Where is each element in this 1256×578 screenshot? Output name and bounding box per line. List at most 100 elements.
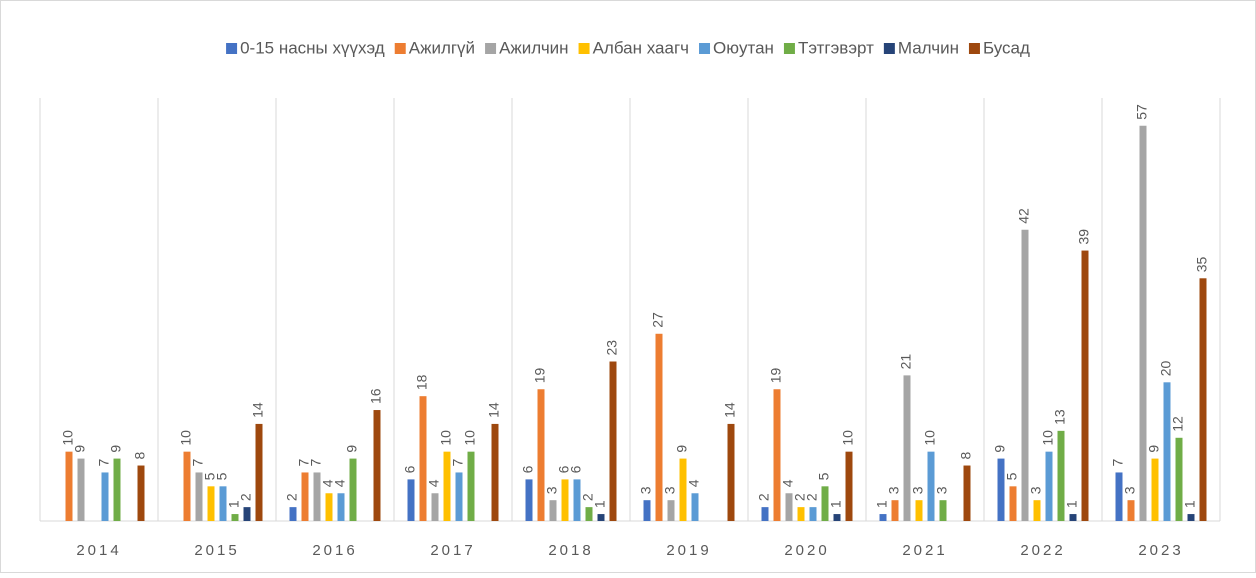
x-tick-label: 2017 xyxy=(430,542,475,559)
legend-swatch xyxy=(883,43,895,54)
x-tick-label: 2021 xyxy=(902,542,947,559)
bar xyxy=(573,479,581,521)
data-label: 7 xyxy=(296,458,312,466)
bar xyxy=(1139,125,1147,521)
data-label: 14 xyxy=(722,402,738,418)
bar xyxy=(1199,278,1207,521)
legend-label: Малчин xyxy=(898,38,959,57)
bar xyxy=(1127,500,1135,521)
x-tick-label: 2023 xyxy=(1138,542,1183,559)
data-label: 14 xyxy=(486,402,502,418)
bar xyxy=(655,333,663,521)
data-label: 39 xyxy=(1076,229,1092,245)
bar xyxy=(963,465,971,521)
bar xyxy=(833,514,841,521)
legend-swatch xyxy=(394,43,406,54)
data-label: 7 xyxy=(190,458,206,466)
bar xyxy=(349,458,357,521)
data-label: 9 xyxy=(992,445,1008,453)
bar xyxy=(1033,500,1041,521)
data-label: 9 xyxy=(108,445,124,453)
data-label: 20 xyxy=(1158,361,1174,377)
data-label: 1 xyxy=(874,500,890,508)
bar xyxy=(797,507,805,521)
bar xyxy=(525,479,533,521)
bar xyxy=(903,375,911,521)
data-label: 2 xyxy=(238,493,254,501)
bar xyxy=(821,486,829,521)
bar xyxy=(183,451,191,521)
bar xyxy=(219,486,227,521)
data-label: 1 xyxy=(1064,500,1080,508)
data-label: 42 xyxy=(1016,208,1032,224)
bar xyxy=(467,451,475,521)
data-label: 4 xyxy=(332,479,348,487)
data-label: 19 xyxy=(768,367,784,383)
bar xyxy=(537,389,545,521)
bar xyxy=(337,493,345,521)
bar xyxy=(785,493,793,521)
data-label: 8 xyxy=(132,452,148,460)
bar xyxy=(491,423,499,521)
data-label: 13 xyxy=(1052,409,1068,425)
x-tick-label: 2020 xyxy=(784,542,829,559)
bar xyxy=(773,389,781,521)
data-label: 4 xyxy=(320,479,336,487)
x-tick-label: 2014 xyxy=(76,542,121,559)
bar xyxy=(419,396,427,521)
x-tick-label: 2019 xyxy=(666,542,711,559)
bar xyxy=(879,514,887,521)
data-label: 9 xyxy=(72,445,88,453)
data-label: 5 xyxy=(1004,472,1020,480)
data-label: 4 xyxy=(426,479,442,487)
data-label: 5 xyxy=(214,472,230,480)
bar xyxy=(679,458,687,521)
data-label: 2 xyxy=(804,493,820,501)
bar xyxy=(431,493,439,521)
data-label: 16 xyxy=(368,388,384,404)
data-label: 7 xyxy=(308,458,324,466)
legend-label: Тэтгэвэрт xyxy=(798,38,874,57)
bar xyxy=(1057,430,1065,521)
data-label: 4 xyxy=(780,479,796,487)
bar xyxy=(243,507,251,521)
data-label: 19 xyxy=(532,367,548,383)
bar xyxy=(1045,451,1053,521)
data-label: 23 xyxy=(604,340,620,356)
data-label: 2 xyxy=(580,493,596,501)
data-label: 6 xyxy=(556,465,572,473)
bar xyxy=(1187,514,1195,521)
data-label: 10 xyxy=(922,430,938,446)
bar xyxy=(455,472,463,521)
legend-swatch xyxy=(226,43,238,54)
data-label: 1 xyxy=(592,500,608,508)
data-label: 7 xyxy=(96,458,112,466)
data-label: 10 xyxy=(840,430,856,446)
bar xyxy=(809,507,817,521)
bar xyxy=(1069,514,1077,521)
bar xyxy=(407,479,415,521)
bar xyxy=(845,451,853,521)
data-label: 2 xyxy=(756,493,772,501)
bar xyxy=(373,410,381,521)
bar xyxy=(313,472,321,521)
data-label: 6 xyxy=(402,465,418,473)
bar xyxy=(1163,382,1171,521)
bar xyxy=(1115,472,1123,521)
bar xyxy=(643,500,651,521)
bar xyxy=(207,486,215,521)
x-tick-label: 2018 xyxy=(548,542,593,559)
bar xyxy=(77,458,85,521)
data-label: 1 xyxy=(226,500,242,508)
bar xyxy=(325,493,333,521)
legend-swatch xyxy=(968,43,980,54)
data-label: 7 xyxy=(1110,458,1126,466)
bar xyxy=(1151,458,1159,521)
data-label: 27 xyxy=(650,312,666,328)
data-label: 2 xyxy=(284,493,300,501)
data-label: 3 xyxy=(1028,486,1044,494)
bar xyxy=(939,500,947,521)
data-label: 18 xyxy=(414,374,430,390)
bar xyxy=(231,514,239,521)
